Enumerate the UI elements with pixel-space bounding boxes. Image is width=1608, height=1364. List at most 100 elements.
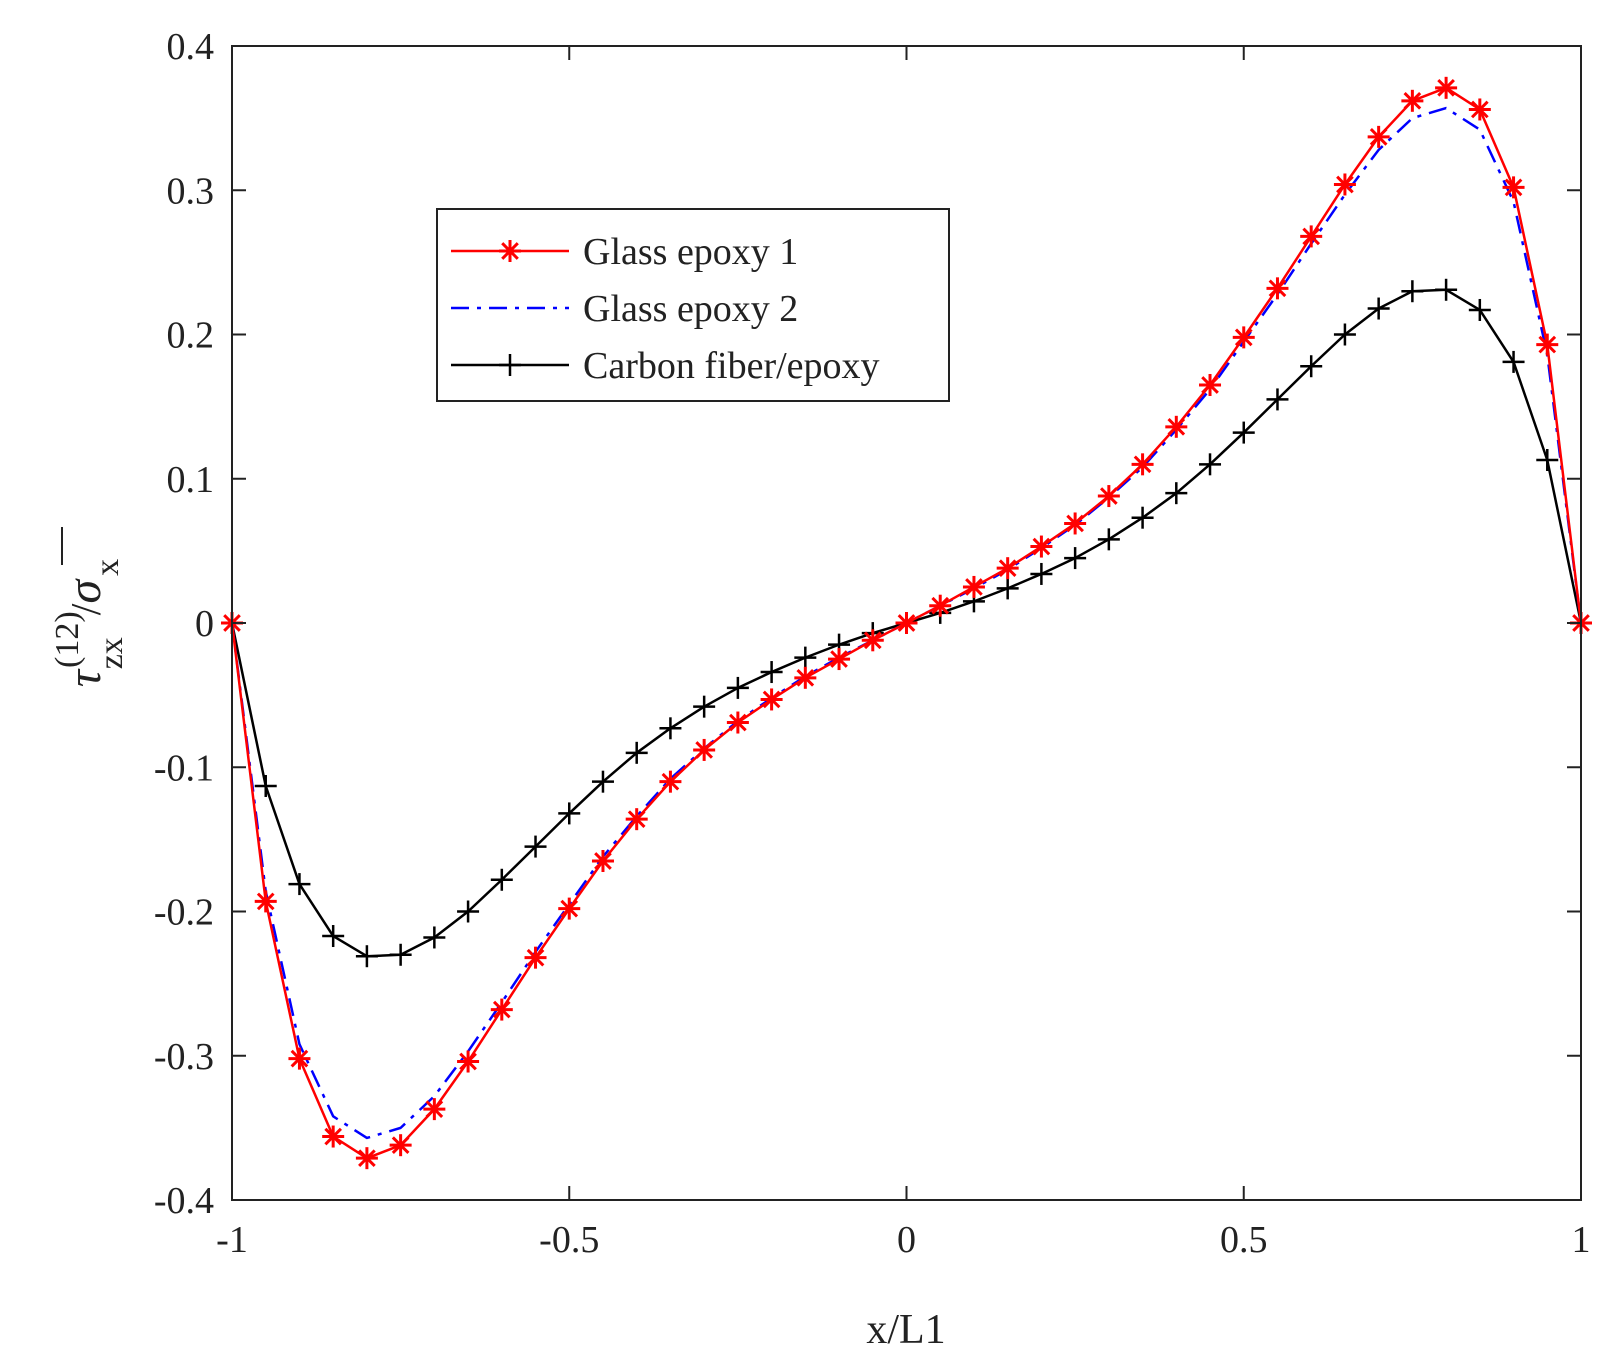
y-axis-title: τ(12) zx /σx: [49, 527, 130, 687]
series-point-carbon-fiber-epoxy: [693, 695, 716, 718]
y-label-divider: /: [64, 603, 110, 615]
legend-marker-carbon-fiber-epoxy: [499, 354, 521, 376]
series-point-carbon-fiber-epoxy: [1165, 482, 1188, 505]
x-tick-label: 1: [1572, 1219, 1591, 1261]
y-label-subscript: zx: [93, 637, 130, 669]
legend-label-carbon-fiber-epoxy: Carbon fiber/epoxy: [583, 345, 880, 387]
series-point-glass-epoxy-1-stroke: [1066, 514, 1084, 533]
series-point-carbon-fiber-epoxy: [1030, 562, 1053, 585]
series-point-glass-epoxy-1-stroke: [1032, 537, 1051, 556]
series-point-carbon-fiber-epoxy: [659, 717, 682, 740]
series-point-carbon-fiber-epoxy: [288, 873, 311, 896]
series-point-glass-epoxy-1: [591, 850, 614, 873]
series-point-glass-epoxy-1: [1502, 176, 1525, 199]
series-point-carbon-fiber-epoxy: [1468, 298, 1491, 321]
series-point-glass-epoxy-1: [996, 557, 1019, 580]
y-tick-label: 0.2: [167, 315, 215, 357]
series-point-glass-epoxy-1: [1468, 98, 1491, 121]
y-label-denominator-subscript: x: [89, 559, 126, 576]
series-point-glass-epoxy-1: [457, 1050, 480, 1073]
series-point-glass-epoxy-1: [1435, 76, 1458, 99]
series-point-glass-epoxy-1-stroke: [492, 1000, 511, 1019]
x-tick-label: 0.5: [1220, 1219, 1268, 1261]
series-point-glass-epoxy-1-stroke: [358, 1149, 376, 1168]
series-point-carbon-fiber-epoxy: [423, 926, 446, 949]
series-point-glass-epoxy-1-stroke: [1504, 178, 1523, 197]
series-point-glass-epoxy-1-stroke: [661, 772, 680, 791]
legend-box: [436, 208, 950, 402]
series-point-carbon-fiber-epoxy: [1401, 280, 1424, 303]
ticks-layer: -1 -0.5 0 0.5 1 -0.4 -0.3 -0.2 -0.1 0 0.1 0.2 0.3 0.4: [154, 26, 1591, 1261]
y-tick-label: 0: [195, 603, 214, 645]
series-point-carbon-fiber-epoxy: [1064, 547, 1087, 570]
series-point-glass-epoxy-1: [389, 1134, 412, 1157]
series-point-glass-epoxy-1: [1401, 89, 1424, 112]
series-point-glass-epoxy-1: [524, 946, 547, 969]
series-point-carbon-fiber-epoxy: [558, 802, 581, 825]
legend-marker-glass-epoxy-1-stroke: [501, 242, 519, 260]
series-point-glass-epoxy-1-stroke: [796, 668, 815, 687]
series-point-glass-epoxy-1-stroke: [256, 892, 275, 911]
series-point-glass-epoxy-1-stroke: [1167, 417, 1186, 436]
series-point-glass-epoxy-1-stroke: [290, 1049, 309, 1068]
series-point-glass-epoxy-1-stroke: [1470, 100, 1489, 119]
series-point-glass-epoxy-1: [861, 629, 884, 652]
y-tick-label: 0.3: [167, 170, 215, 212]
series-point-glass-epoxy-1-stroke: [594, 852, 612, 870]
series-point-glass-epoxy-1-stroke: [931, 596, 950, 615]
series-point-glass-epoxy-1-stroke: [1403, 91, 1422, 110]
series-point-glass-epoxy-1: [423, 1098, 446, 1121]
series-point-glass-epoxy-1: [693, 738, 716, 761]
series-point-glass-epoxy-1: [1199, 373, 1222, 396]
series-point-glass-epoxy-1: [1097, 485, 1120, 508]
series-point-glass-epoxy-1: [1300, 225, 1323, 248]
series-point-glass-epoxy-1: [1064, 512, 1087, 535]
series-point-glass-epoxy-1: [1131, 453, 1154, 476]
series-point-carbon-fiber-epoxy: [625, 741, 648, 764]
y-label-superscript: (12): [49, 611, 86, 668]
series-point-glass-epoxy-1: [322, 1125, 345, 1148]
series-point-glass-epoxy-1-stroke: [627, 810, 646, 829]
x-axis-title: x/L1: [866, 1307, 945, 1353]
series-point-glass-epoxy-1-stroke: [998, 559, 1017, 578]
series-point-glass-epoxy-1-stroke: [1538, 335, 1557, 354]
series-point-carbon-fiber-epoxy: [760, 661, 783, 684]
series-point-glass-epoxy-1: [558, 897, 581, 920]
series-point-carbon-fiber-epoxy: [1502, 350, 1525, 373]
series-point-glass-epoxy-1-stroke: [1201, 376, 1219, 394]
series-point-glass-epoxy-1-stroke: [425, 1100, 444, 1118]
series-point-glass-epoxy-1-stroke: [459, 1052, 477, 1071]
series-point-carbon-fiber-epoxy: [996, 577, 1019, 600]
series-point-carbon-fiber-epoxy: [457, 900, 480, 923]
series-point-glass-epoxy-1: [288, 1047, 311, 1070]
x-tick-label: 0: [897, 1219, 916, 1261]
y-label-base: τ: [58, 668, 111, 687]
series-point-carbon-fiber-epoxy: [726, 676, 749, 699]
y-axis-title-text: τ(12) zx /σx: [49, 559, 130, 687]
series-point-carbon-fiber-epoxy: [254, 775, 277, 798]
series-point-glass-epoxy-1-stroke: [830, 650, 848, 668]
series-point-glass-epoxy-1-stroke: [897, 614, 916, 632]
series-point-glass-epoxy-1: [1165, 415, 1188, 438]
series-point-carbon-fiber-epoxy: [1131, 506, 1154, 529]
series-point-glass-epoxy-1-stroke: [1234, 328, 1253, 347]
y-tick-label: -0.4: [154, 1180, 214, 1222]
series-point-glass-epoxy-1-stroke: [1336, 175, 1354, 194]
series-point-carbon-fiber-epoxy: [794, 646, 817, 669]
y-tick-label: -0.1: [154, 747, 214, 789]
legend-entry-carbon-fiber-epoxy: Carbon fiber/epoxy: [451, 345, 880, 387]
series-point-carbon-fiber-epoxy: [1536, 448, 1559, 471]
legend: Glass epoxy 1 Glass epoxy 2 Carbon fiber/e…: [436, 208, 950, 402]
y-tick-label: 0.1: [167, 459, 215, 501]
series-point-glass-epoxy-1-stroke: [695, 741, 713, 759]
series-point-glass-epoxy-1-stroke: [391, 1136, 410, 1155]
legend-entry-glass-epoxy-1: Glass epoxy 1: [451, 231, 798, 273]
series-point-glass-epoxy-1: [1333, 173, 1356, 196]
series-point-glass-epoxy-1-stroke: [1302, 227, 1321, 246]
series-point-carbon-fiber-epoxy: [355, 945, 378, 968]
series-point-glass-epoxy-1: [895, 612, 918, 634]
series-point-glass-epoxy-1: [1536, 333, 1559, 356]
series-point-glass-epoxy-1: [254, 890, 277, 913]
y-label-denominator: σ: [58, 578, 111, 604]
x-tick-label: -1: [216, 1219, 248, 1261]
